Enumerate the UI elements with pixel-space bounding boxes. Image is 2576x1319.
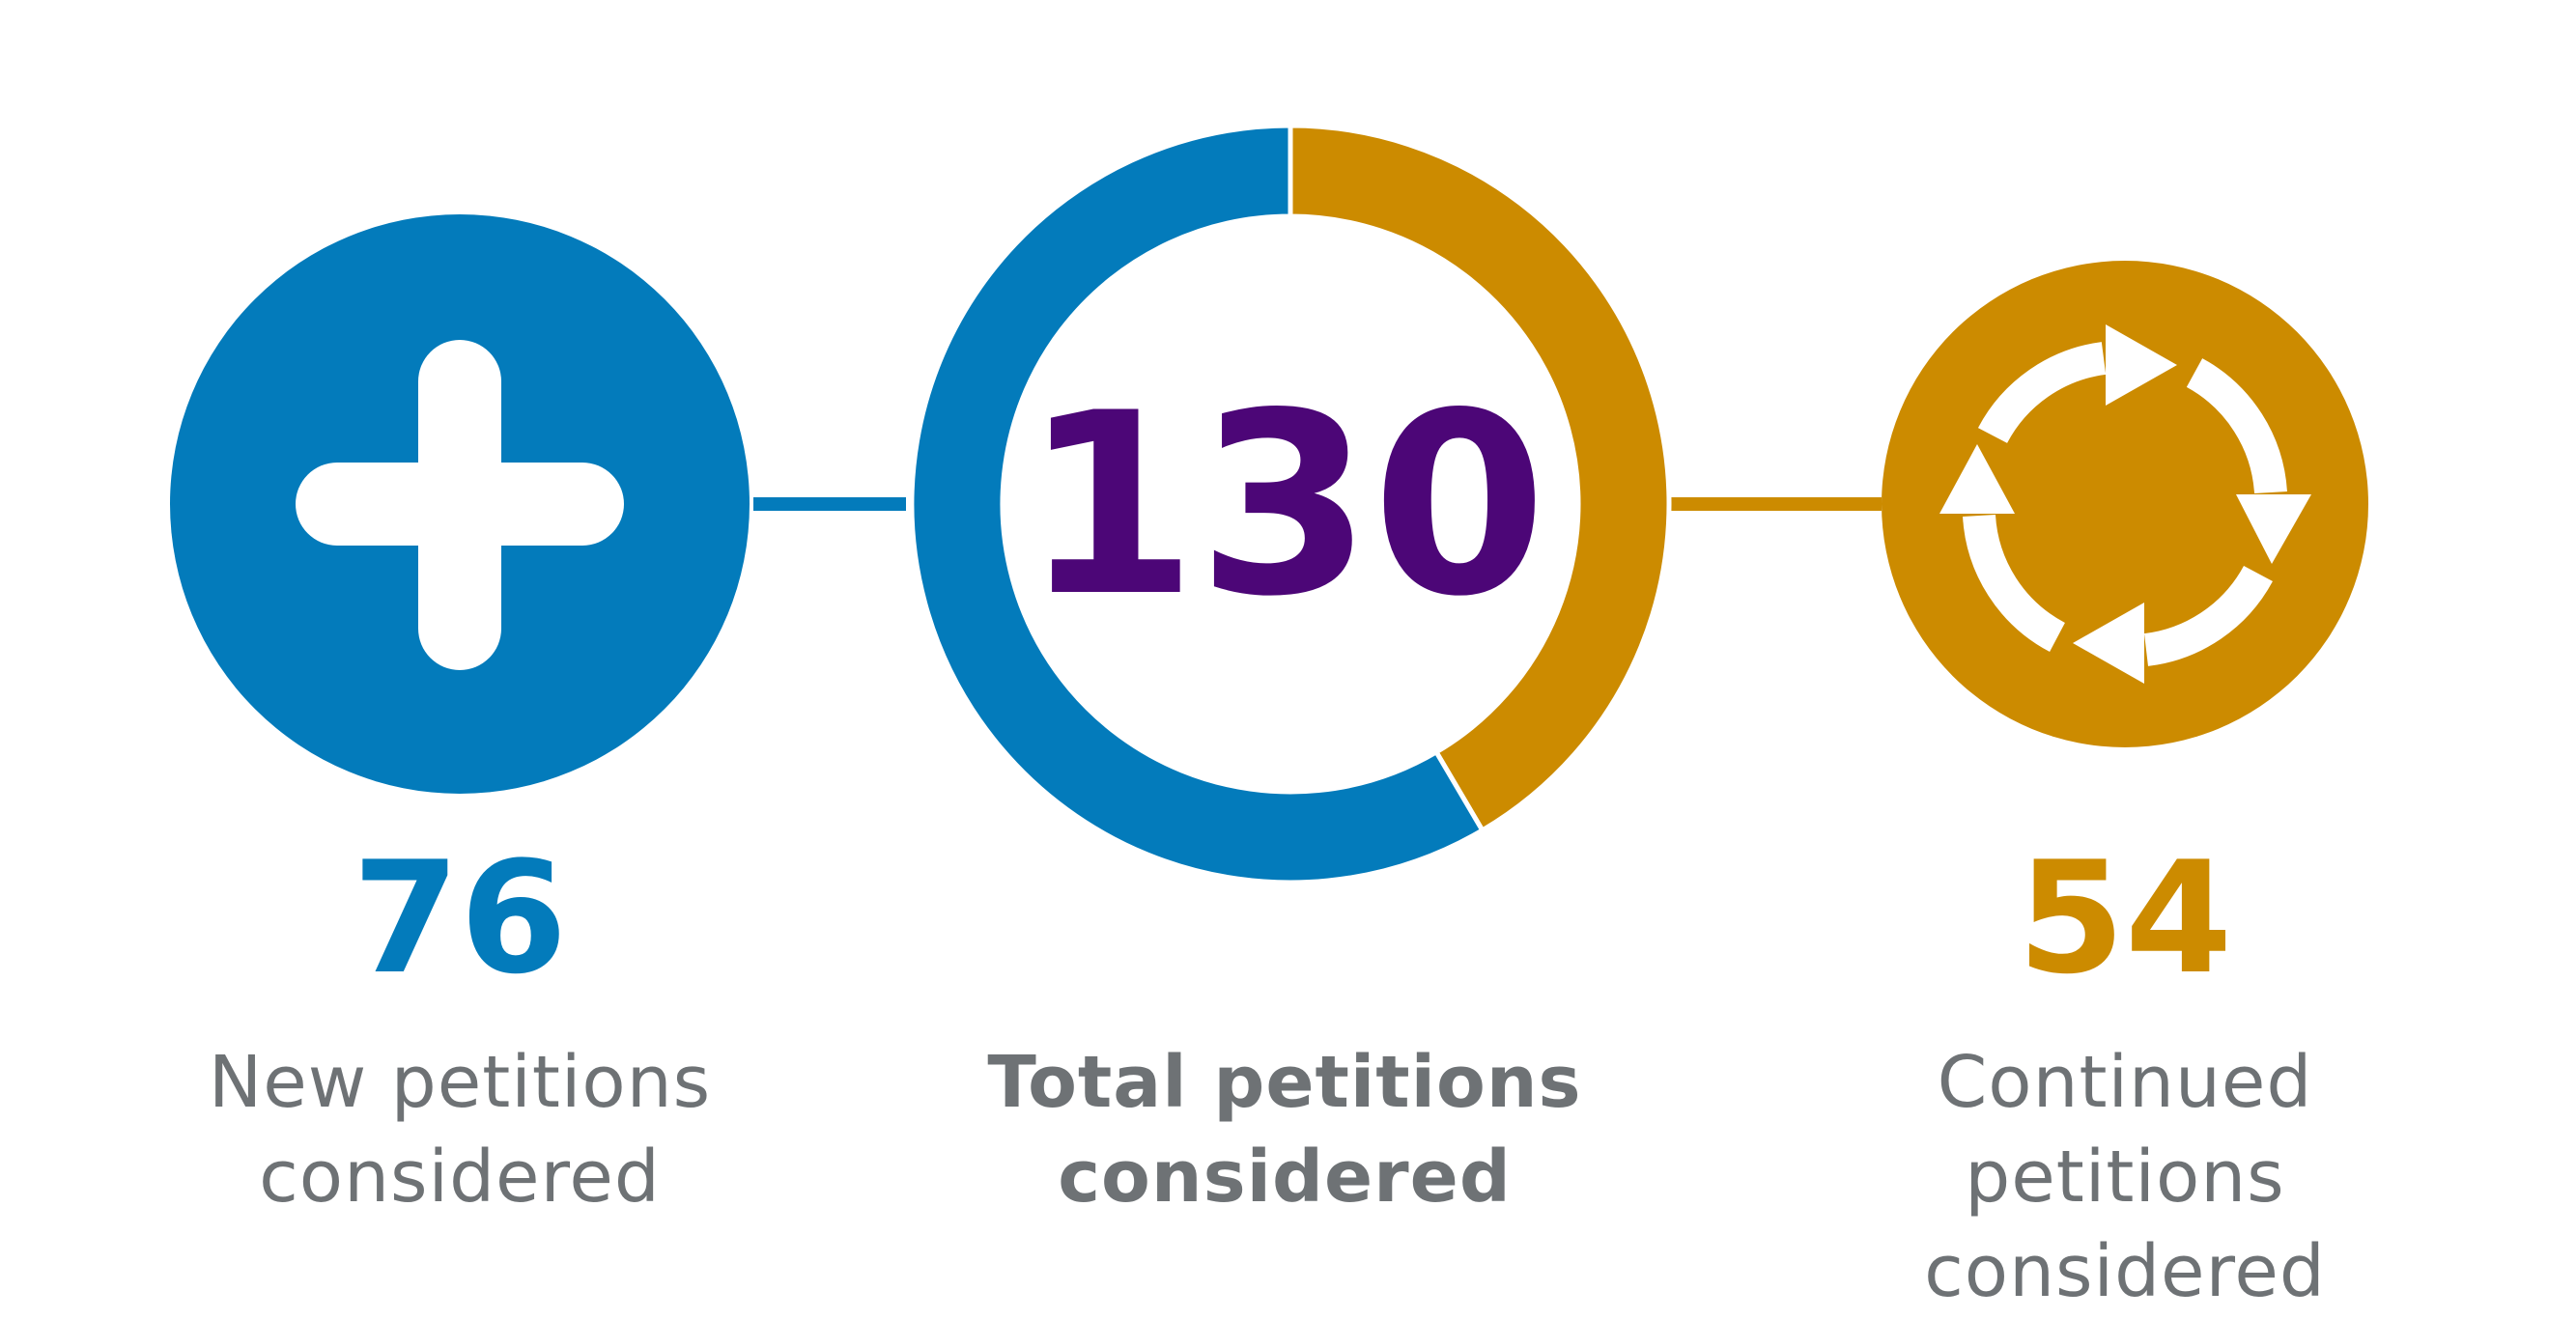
- total-petitions-donut: [909, 123, 1672, 885]
- total-petitions-caption: Total petitions considered: [966, 1035, 1603, 1224]
- refresh-cycle-icon: [1939, 324, 2311, 684]
- plus-icon: [296, 340, 624, 670]
- total-caption-line1: Total petitions: [987, 1041, 1582, 1124]
- new-petitions-value: 76: [352, 828, 568, 1008]
- total-value-label: 130: [1023, 360, 1547, 652]
- new-caption-line1: New petitions: [208, 1041, 712, 1124]
- continued-petitions-caption: Continued petitions considered: [1768, 1035, 2482, 1319]
- continued-petitions-circle: [1882, 261, 2368, 747]
- petitions-infographic: 130: [170, 123, 2368, 885]
- new-caption-line2: considered: [259, 1136, 661, 1219]
- donut-slice-new: [909, 123, 1486, 885]
- continued-caption-line1: Continued petitions: [1937, 1041, 2313, 1219]
- new-petitions-caption: New petitions considered: [151, 1035, 769, 1224]
- donut-slice-continued: [1288, 123, 1672, 834]
- continued-caption-line2: considered: [1924, 1230, 2326, 1313]
- continued-petitions-value: 54: [2017, 828, 2233, 1008]
- total-caption-line2: considered: [1058, 1136, 1512, 1219]
